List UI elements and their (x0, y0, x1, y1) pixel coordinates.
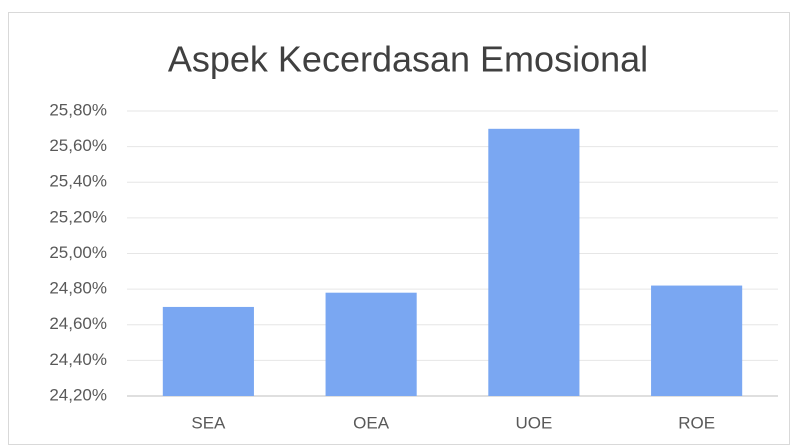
y-tick-label: 25,80% (49, 100, 107, 119)
bar (162, 306, 254, 396)
y-tick-label: 25,00% (49, 243, 107, 262)
chart-title: Aspek Kecerdasan Emosional (168, 39, 648, 80)
x-tick-label: UOE (515, 413, 552, 432)
x-tick-label: SEA (191, 413, 226, 432)
y-tick-label: 24,20% (49, 385, 107, 404)
y-tick-label: 24,80% (49, 279, 107, 298)
y-tick-label: 24,60% (49, 314, 107, 333)
x-tick-label: ROE (678, 413, 715, 432)
bar (488, 128, 580, 396)
bar (325, 292, 417, 396)
y-tick-label: 24,40% (49, 350, 107, 369)
bar (651, 285, 743, 396)
y-tick-label: 25,20% (49, 207, 107, 226)
y-tick-label: 25,40% (49, 172, 107, 191)
x-tick-label: OEA (353, 413, 390, 432)
y-tick-label: 25,60% (49, 136, 107, 155)
